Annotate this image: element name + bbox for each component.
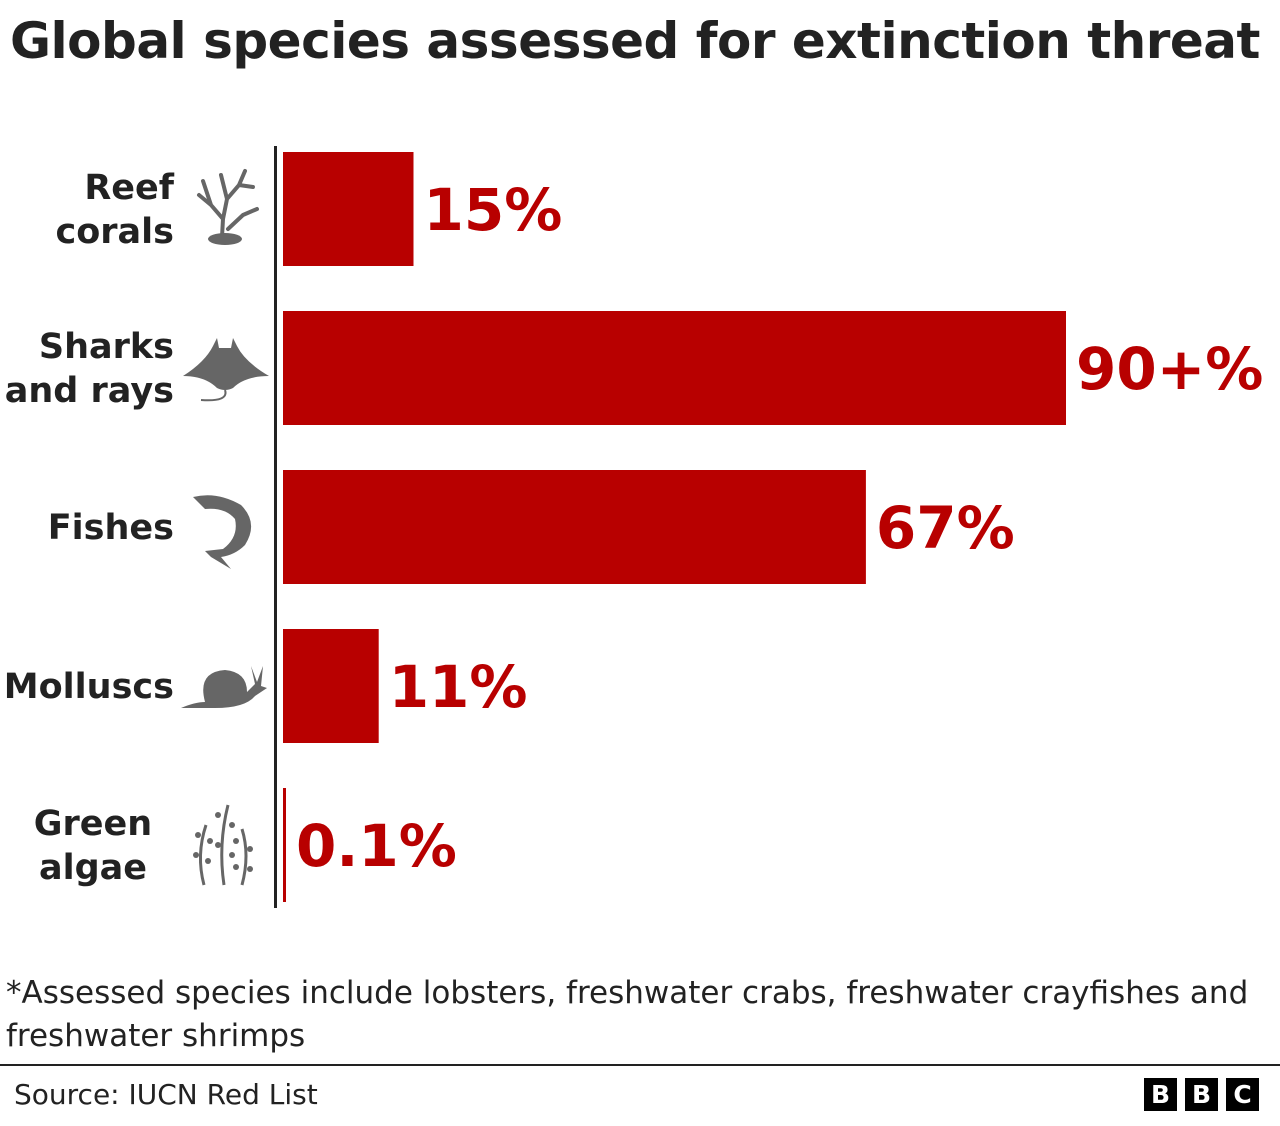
coral-icon <box>197 169 259 245</box>
category-label: Fishes <box>48 508 174 548</box>
category-label: corals <box>55 212 174 252</box>
fish-icon <box>193 495 252 569</box>
category-label: Reef <box>84 168 174 208</box>
category-label: and rays <box>5 371 174 411</box>
category-label: algae <box>39 848 147 888</box>
value-label: 15% <box>424 176 563 244</box>
footnote: *Assessed species include lobsters, fres… <box>6 975 1249 1054</box>
seaweed-icon <box>193 804 253 886</box>
logo-letter: B <box>1144 1078 1177 1111</box>
divider <box>0 1064 1280 1066</box>
bar <box>283 311 1066 425</box>
logo-letter: C <box>1226 1078 1259 1111</box>
manta-ray-icon <box>183 338 269 402</box>
bar <box>283 152 414 266</box>
bar <box>283 629 379 743</box>
category-label: Sharks <box>39 327 174 367</box>
value-label: 0.1% <box>296 812 457 880</box>
bar <box>283 788 286 902</box>
bar <box>283 470 866 584</box>
bbc-logo: B B C <box>1144 1078 1259 1111</box>
value-label: 67% <box>876 494 1015 562</box>
category-label: Molluscs <box>4 667 174 707</box>
category-label: Green <box>34 804 152 844</box>
source-text: Source: IUCN Red List <box>14 1078 318 1111</box>
value-label: 11% <box>389 653 528 721</box>
snail-icon <box>181 666 267 708</box>
logo-letter: B <box>1185 1078 1218 1111</box>
chart-title: Global species assessed for extinction t… <box>10 12 1260 70</box>
value-label: 90+% <box>1076 335 1263 403</box>
